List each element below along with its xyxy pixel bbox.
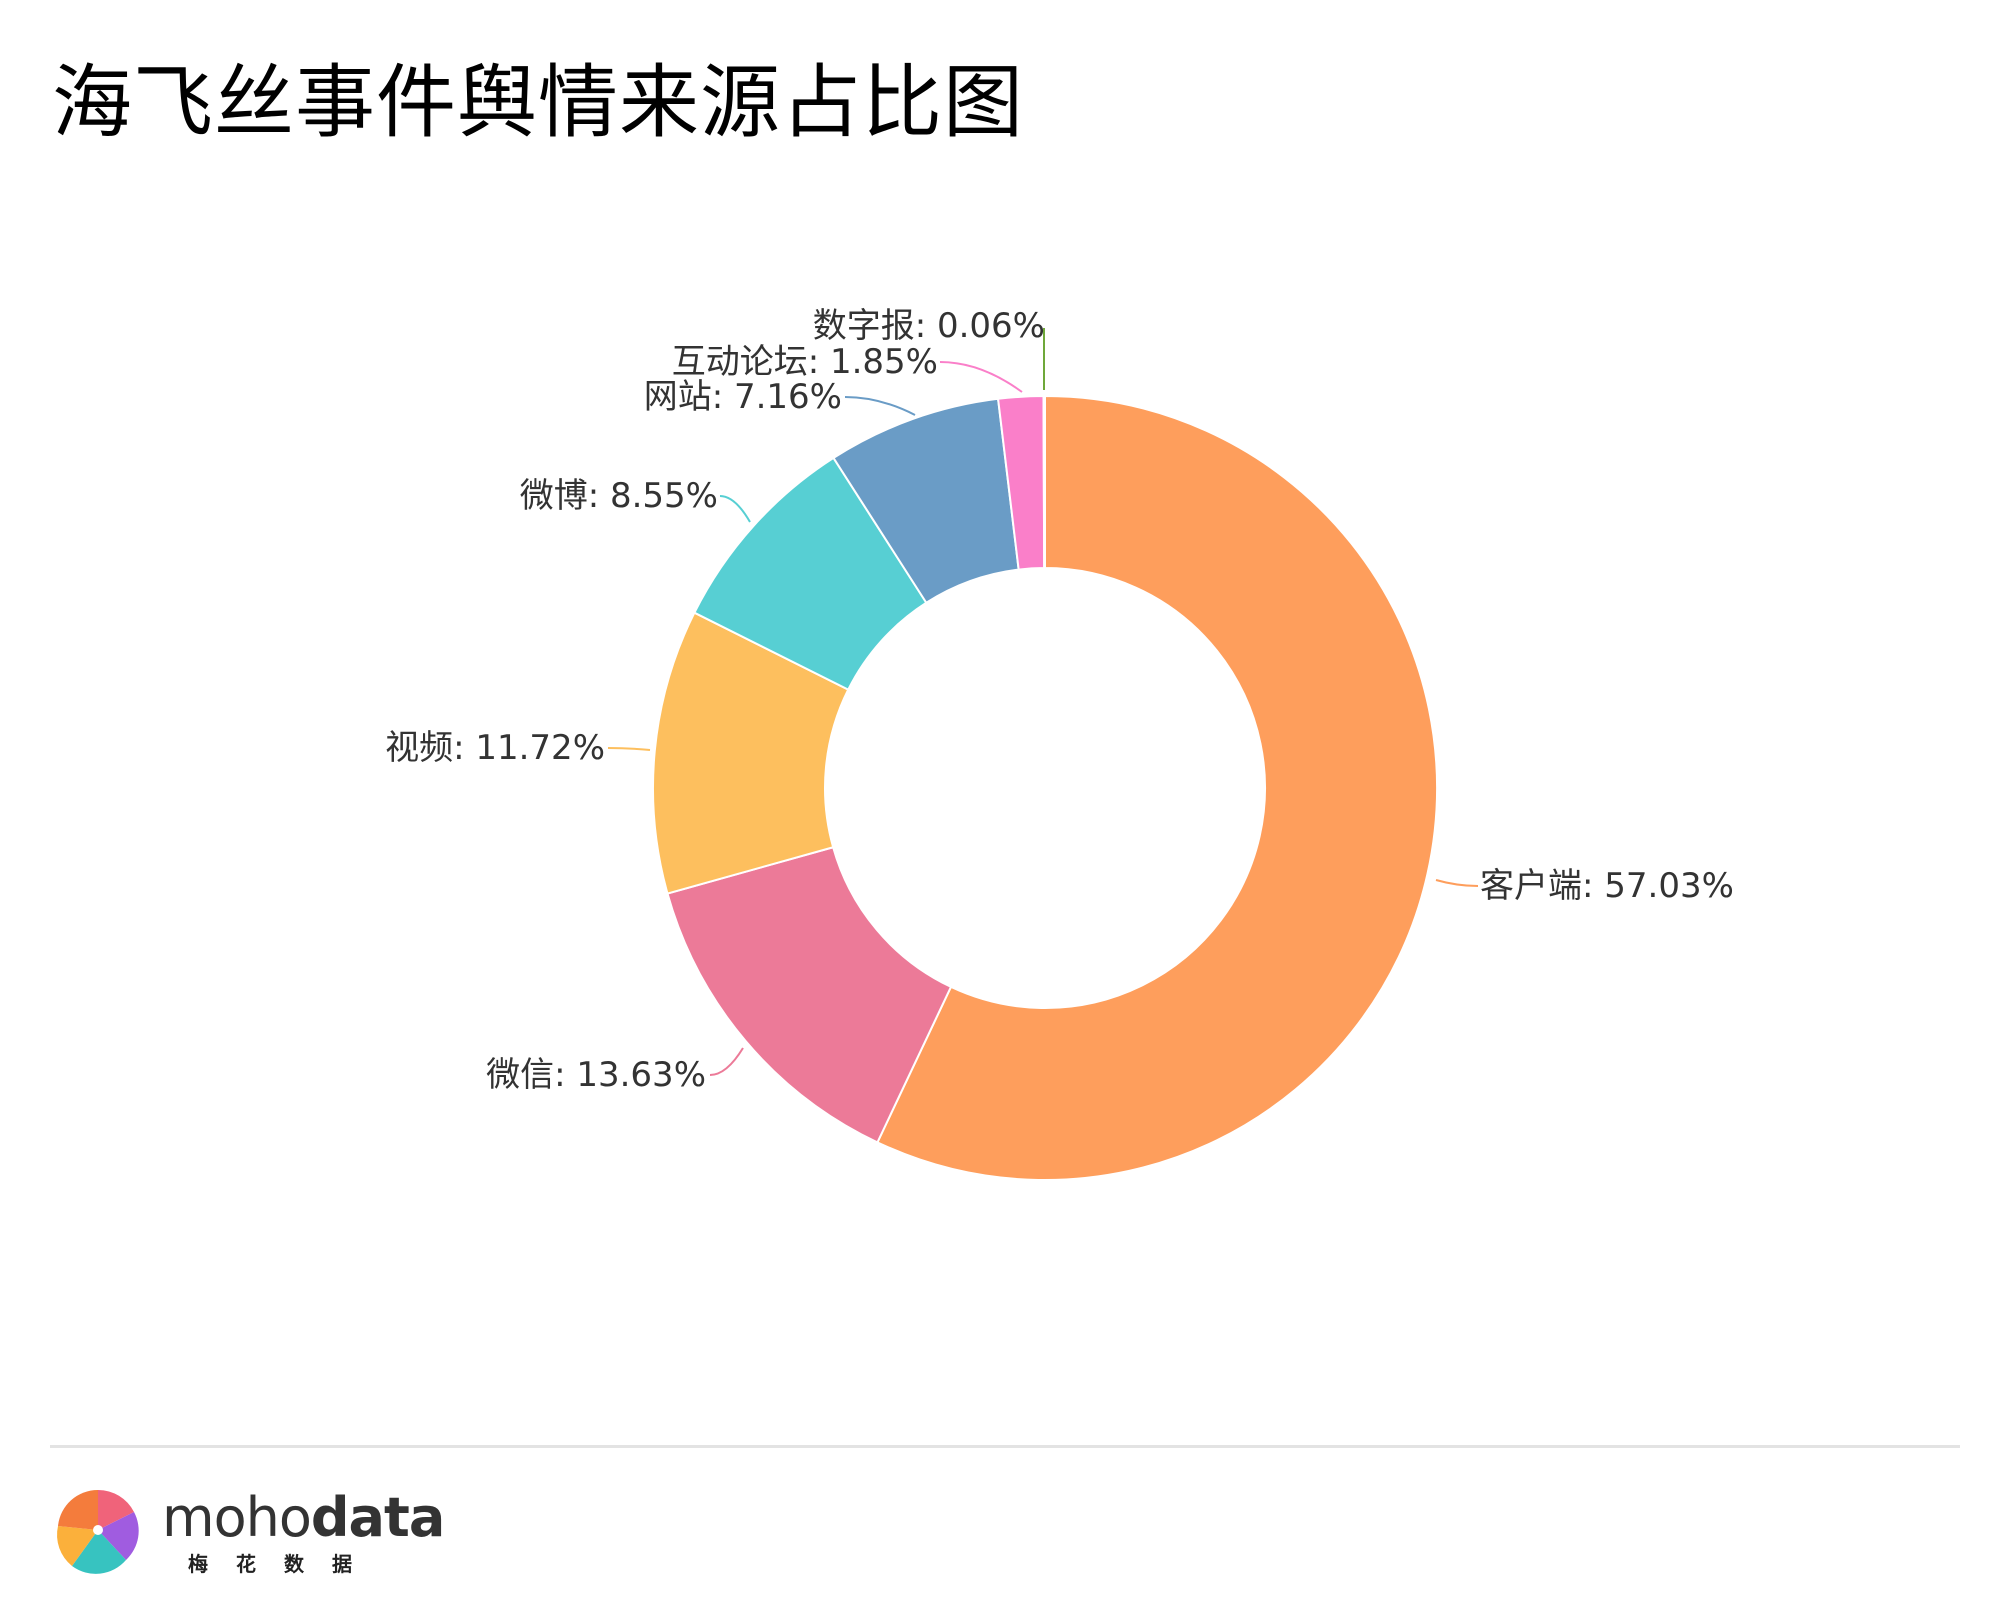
slice-label: 客户端: 57.03% [1480, 866, 1734, 906]
brand-name-light: moho [162, 1486, 312, 1549]
label-leader-line [1435, 879, 1479, 887]
pinwheel-logo-icon [57, 1489, 139, 1574]
brand-wordmark: mohodata [162, 1486, 445, 1549]
slice-label: 互动论坛: 1.85% [672, 342, 938, 382]
chart-title: 海飞丝事件舆情来源占比图 [52, 56, 1024, 149]
brand-subtitle: 梅花数据 [188, 1552, 380, 1576]
label-leader-line [719, 495, 751, 523]
slice-label: 网站: 7.16% [644, 377, 842, 417]
donut-chart: 客户端: 57.03% 微信: 13.63% 视频: 11.72% 微博: 8.55%… [385, 306, 1734, 1181]
label-leader-line [709, 1047, 744, 1076]
label-leader-line [939, 361, 1023, 393]
brand-name-bold: data [310, 1486, 445, 1549]
slice-label: 微信: 13.63% [486, 1055, 706, 1095]
label-leader-line [844, 396, 916, 416]
donut-slice [1042, 394, 1046, 570]
label-leader-line [607, 747, 651, 751]
footer-divider [50, 1445, 1960, 1448]
slice-label: 视频: 11.72% [385, 728, 605, 768]
slice-label: 微博: 8.55% [520, 476, 718, 516]
brand-logo: mohodata 梅花数据 [50, 1482, 470, 1582]
donut-slice [876, 394, 1438, 1181]
donut-slice [666, 846, 953, 1144]
slice-label: 数字报: 0.06% [813, 306, 1045, 346]
